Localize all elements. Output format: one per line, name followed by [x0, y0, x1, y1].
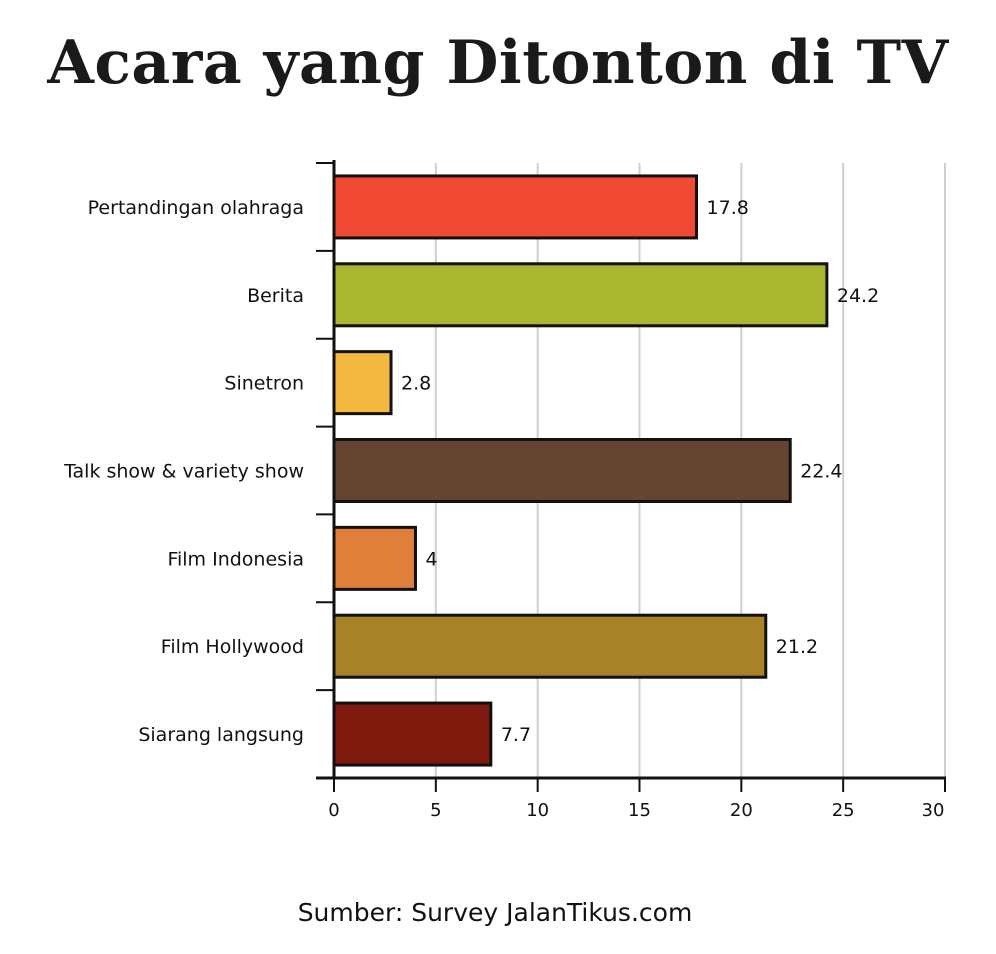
category-label-5: Film Hollywood	[161, 636, 304, 658]
bar-5	[332, 613, 768, 679]
source-note: Sumber: Survey JalanTikus.com	[297, 898, 693, 927]
x-tick-label-15: 15	[628, 800, 651, 821]
x-tick-label-30: 30	[922, 800, 945, 821]
chart-title: Acara yang Ditonton di TV	[47, 28, 949, 98]
category-label-2: Sinetron	[224, 373, 304, 395]
value-label-1: 24.2	[837, 285, 879, 307]
category-label-1: Berita	[247, 285, 304, 307]
value-label-5: 21.2	[776, 636, 818, 658]
category-label-4: Film Indonesia	[167, 548, 304, 570]
bar-1	[332, 262, 829, 328]
category-label-6: Siarang langsung	[138, 724, 304, 746]
x-tick-label-0: 0	[328, 800, 339, 821]
bar-0	[332, 174, 699, 240]
category-label-0: Pertandingan olahraga	[88, 197, 304, 219]
bar-3	[332, 438, 792, 503]
bar-4	[332, 525, 417, 591]
value-label-6: 7.7	[501, 724, 531, 746]
value-label-2: 2.8	[401, 373, 431, 395]
value-label-0: 17.8	[707, 197, 749, 219]
x-tick-label-20: 20	[730, 800, 753, 821]
x-tick-label-10: 10	[526, 800, 549, 821]
bar-6	[332, 701, 493, 767]
x-tick-label-5: 5	[430, 800, 441, 821]
value-label-3: 22.4	[800, 461, 842, 483]
category-label-3: Talk show & variety show	[63, 461, 304, 483]
value-label-4: 4	[425, 548, 437, 570]
bar-2	[332, 350, 393, 416]
x-tick-label-25: 25	[832, 800, 855, 821]
